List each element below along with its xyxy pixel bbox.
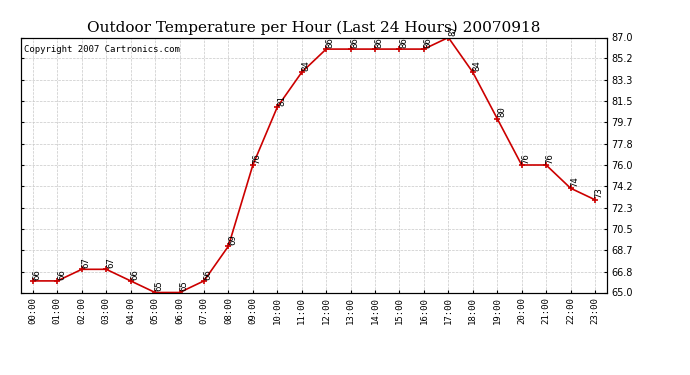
- Text: 66: 66: [204, 269, 213, 279]
- Text: 73: 73: [595, 188, 604, 198]
- Text: 84: 84: [302, 60, 310, 71]
- Text: 76: 76: [546, 153, 555, 164]
- Text: 86: 86: [326, 37, 335, 48]
- Text: 65: 65: [155, 280, 164, 291]
- Text: Copyright 2007 Cartronics.com: Copyright 2007 Cartronics.com: [23, 45, 179, 54]
- Text: 76: 76: [253, 153, 262, 164]
- Text: 86: 86: [399, 37, 408, 48]
- Text: 87: 87: [448, 26, 457, 36]
- Text: 65: 65: [179, 280, 188, 291]
- Text: 66: 66: [32, 269, 41, 279]
- Text: 76: 76: [522, 153, 531, 164]
- Text: 84: 84: [473, 60, 482, 71]
- Text: 66: 66: [130, 269, 139, 279]
- Text: 66: 66: [57, 269, 66, 279]
- Title: Outdoor Temperature per Hour (Last 24 Hours) 20070918: Outdoor Temperature per Hour (Last 24 Ho…: [87, 21, 541, 35]
- Text: 74: 74: [570, 176, 579, 187]
- Text: 67: 67: [106, 257, 115, 268]
- Text: 86: 86: [351, 37, 359, 48]
- Text: 69: 69: [228, 234, 237, 245]
- Text: 67: 67: [81, 257, 90, 268]
- Text: 80: 80: [497, 106, 506, 117]
- Text: 86: 86: [424, 37, 433, 48]
- Text: 81: 81: [277, 95, 286, 106]
- Text: 86: 86: [375, 37, 384, 48]
